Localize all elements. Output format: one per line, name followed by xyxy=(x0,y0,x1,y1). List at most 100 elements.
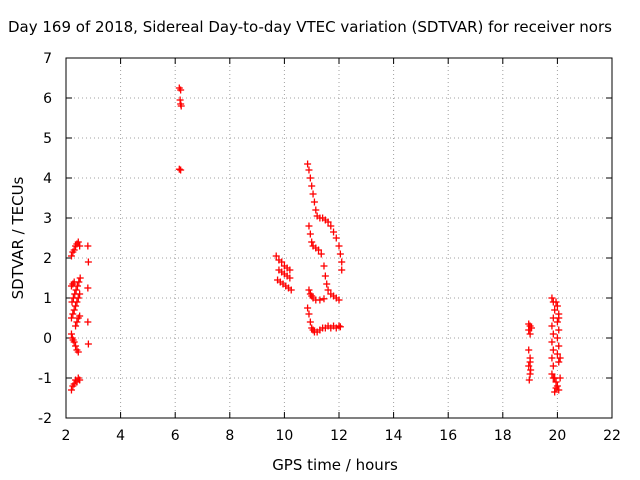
y-tick-label: 4 xyxy=(43,171,52,187)
data-point xyxy=(72,302,80,310)
data-point xyxy=(305,222,313,230)
y-tick-label: 3 xyxy=(43,211,52,227)
data-point xyxy=(84,242,92,250)
data-point xyxy=(526,358,534,366)
data-point xyxy=(286,266,294,274)
y-tick-label: 1 xyxy=(43,291,52,307)
data-point xyxy=(84,258,92,266)
data-point xyxy=(556,374,564,382)
data-point xyxy=(76,274,84,282)
data-point xyxy=(305,310,313,318)
data-point xyxy=(335,296,343,304)
data-point xyxy=(306,318,314,326)
x-tick-label: 16 xyxy=(439,428,457,444)
x-tick-label: 18 xyxy=(494,428,512,444)
data-point xyxy=(327,222,335,230)
data-point xyxy=(84,284,92,292)
data-point xyxy=(72,342,80,350)
data-point xyxy=(527,366,535,374)
data-point xyxy=(84,318,92,326)
data-point xyxy=(177,166,185,174)
data-point xyxy=(549,330,557,338)
data-point xyxy=(304,304,312,312)
data-point xyxy=(553,318,561,326)
data-point xyxy=(336,323,344,331)
x-tick-label: 4 xyxy=(116,428,125,444)
data-point xyxy=(70,246,78,254)
data-point xyxy=(312,206,320,214)
data-point xyxy=(320,262,328,270)
data-point xyxy=(556,354,564,362)
data-point xyxy=(69,294,77,302)
x-tick-label: 12 xyxy=(330,428,348,444)
data-point xyxy=(336,250,344,258)
data-point xyxy=(304,160,312,168)
data-point xyxy=(308,182,316,190)
data-point xyxy=(286,274,294,282)
data-point xyxy=(552,378,560,386)
data-point xyxy=(323,280,331,288)
data-point xyxy=(555,358,563,366)
data-point xyxy=(308,238,316,246)
data-point xyxy=(73,318,81,326)
data-point xyxy=(305,286,313,294)
y-tick-label: 5 xyxy=(43,131,52,147)
data-point xyxy=(310,198,318,206)
data-point xyxy=(553,302,561,310)
data-point xyxy=(72,286,80,294)
data-point xyxy=(335,242,343,250)
data-point xyxy=(548,370,556,378)
y-tick-label: 6 xyxy=(43,91,52,107)
data-point xyxy=(305,166,313,174)
data-point xyxy=(70,306,78,314)
data-point xyxy=(72,322,80,330)
data-point xyxy=(551,388,559,396)
data-point xyxy=(525,362,533,370)
data-point xyxy=(553,334,561,342)
data-point xyxy=(67,314,75,322)
data-point xyxy=(548,354,556,362)
data-point xyxy=(525,346,533,354)
x-tick-label: 8 xyxy=(225,428,234,444)
data-point xyxy=(552,384,560,392)
data-point xyxy=(74,238,82,246)
data-point xyxy=(306,230,314,238)
data-point xyxy=(548,322,556,330)
data-point xyxy=(553,350,561,358)
data-point xyxy=(272,252,280,260)
x-tick-label: 6 xyxy=(171,428,180,444)
data-point xyxy=(552,298,560,306)
data-point xyxy=(555,314,563,322)
data-point xyxy=(525,326,533,334)
data-point xyxy=(84,340,92,348)
data-point xyxy=(287,286,295,294)
data-point xyxy=(70,338,78,346)
data-point xyxy=(76,312,84,320)
x-tick-label: 2 xyxy=(62,428,71,444)
data-point xyxy=(551,306,559,314)
data-point xyxy=(330,228,338,236)
data-point xyxy=(67,252,75,260)
data-point xyxy=(526,330,534,338)
data-point xyxy=(317,250,325,258)
y-tick-label: -2 xyxy=(38,411,52,427)
data-point xyxy=(525,376,533,384)
data-points xyxy=(67,84,564,396)
y-axis-label: SDTVAR / TECUs xyxy=(9,176,27,300)
y-tick-label: 0 xyxy=(43,331,52,347)
data-point xyxy=(309,190,317,198)
data-point xyxy=(549,362,557,370)
data-point xyxy=(177,102,185,110)
data-point xyxy=(335,322,343,330)
chart-title: Day 169 of 2018, Sidereal Day-to-day VTE… xyxy=(8,18,612,36)
data-point xyxy=(76,242,84,250)
x-tick-label: 14 xyxy=(385,428,403,444)
data-point xyxy=(71,290,79,298)
data-point xyxy=(278,258,286,266)
data-point xyxy=(177,86,185,94)
y-tick-label: 7 xyxy=(43,51,52,67)
data-point xyxy=(332,234,340,242)
data-point xyxy=(67,330,75,338)
